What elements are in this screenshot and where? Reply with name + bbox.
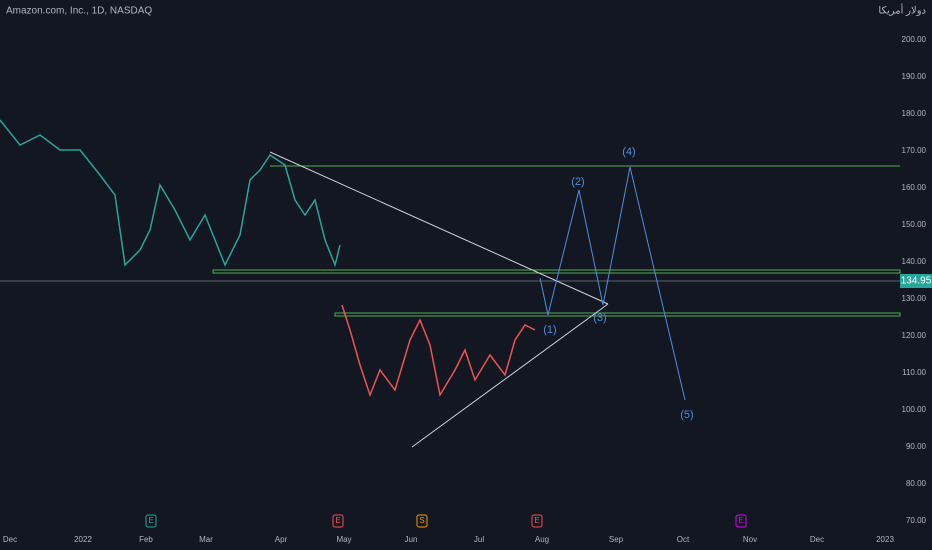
- wave-label: (3): [593, 312, 606, 324]
- trendline: [269, 151, 609, 305]
- time-label: Dec: [3, 535, 17, 544]
- time-label: Jun: [405, 535, 418, 544]
- time-label: May: [336, 535, 351, 544]
- symbol-title: Amazon.com, Inc., 1D, NASDAQ: [6, 6, 152, 17]
- price-label: 80.00: [906, 479, 927, 488]
- wave-label: (2): [571, 176, 584, 188]
- time-label: Feb: [139, 535, 153, 544]
- price-label: 170.00: [902, 146, 927, 155]
- time-label: Dec: [810, 535, 824, 544]
- time-label: Mar: [199, 535, 213, 544]
- time-label: 2023: [876, 535, 894, 544]
- price-label: 130.00: [902, 294, 927, 303]
- time-label: Oct: [677, 535, 690, 544]
- wave-label: (1): [543, 324, 556, 336]
- price-label: 180.00: [902, 109, 927, 118]
- price-label: 100.00: [902, 405, 927, 414]
- price-path: [341, 304, 536, 398]
- time-label: Jul: [474, 535, 484, 544]
- event-label: E: [534, 516, 539, 525]
- price-label: 90.00: [906, 442, 927, 451]
- event-label: E: [738, 516, 743, 525]
- wave-path: [539, 166, 686, 401]
- event-label: E: [148, 516, 153, 525]
- current-price-box: [900, 274, 932, 288]
- event-label: S: [419, 516, 424, 525]
- event-badge: [735, 514, 747, 528]
- support-zone: [334, 312, 901, 317]
- price-label: 160.00: [902, 183, 927, 192]
- time-label: Sep: [609, 535, 624, 544]
- wave-label: (5): [680, 409, 693, 421]
- support-zone: [212, 269, 901, 274]
- time-label: Nov: [743, 535, 757, 544]
- event-badge: [531, 514, 543, 528]
- price-path: [0, 119, 341, 268]
- currency: دولار أمريكا: [878, 4, 926, 17]
- price-label: 110.00: [902, 368, 926, 377]
- wave-label: (4): [622, 146, 635, 158]
- price-label: 70.00: [906, 516, 927, 525]
- price-label: 200.00: [902, 35, 927, 44]
- price-axis: 200.00 190.00 180.00 170.00 160.00 150.00 140.…: [902, 35, 927, 525]
- event-badge: [145, 514, 157, 528]
- time-label: 2022: [74, 535, 92, 544]
- time-label: Aug: [535, 535, 549, 544]
- trendline: [411, 303, 609, 448]
- price-label: 190.00: [902, 72, 927, 81]
- time-axis: Dec 2022 Feb Mar Apr May Jun Jul Aug Sep Oct Nov Dec…: [3, 535, 895, 544]
- event-badge: [332, 514, 344, 528]
- time-label: Apr: [275, 535, 288, 544]
- event-badge: [416, 514, 428, 528]
- price-label: 150.00: [902, 220, 927, 229]
- price-label: 120.00: [902, 331, 927, 340]
- event-label: E: [335, 516, 340, 525]
- current-price: 134.95: [901, 276, 932, 287]
- price-label: 140.00: [902, 257, 927, 266]
